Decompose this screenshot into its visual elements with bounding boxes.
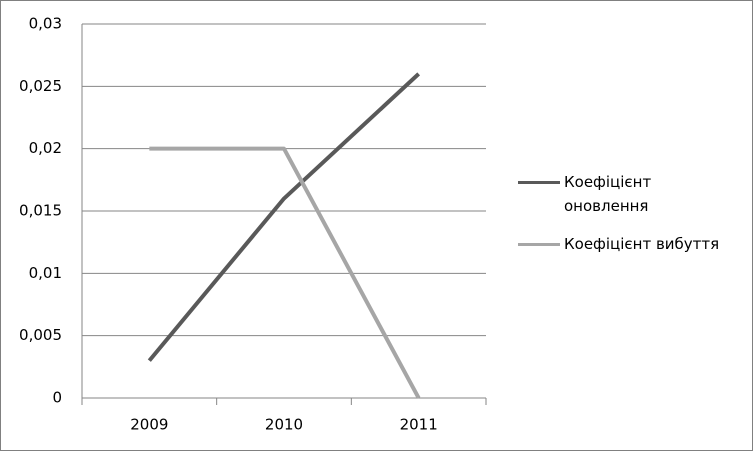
legend-item: Коефіцієнт оновлення <box>518 170 674 218</box>
legend-label: Коефіцієнт оновлення <box>564 173 652 215</box>
x-tick-label: 2011 <box>400 416 438 434</box>
legend-swatch <box>518 243 560 246</box>
y-tick-label: 0,02 <box>29 139 62 157</box>
series-line <box>149 146 421 399</box>
y-tick-label: 0 <box>52 389 62 407</box>
y-tick-label: 0,005 <box>19 326 62 344</box>
x-tick-label: 2010 <box>265 416 303 434</box>
x-tick-label: 2009 <box>130 416 168 434</box>
legend-swatch <box>518 181 560 184</box>
legend-item: Коефіцієнт вибуття <box>518 232 719 256</box>
y-tick-label: 0,025 <box>19 77 62 95</box>
series-line <box>147 72 421 362</box>
y-tick-label: 0,03 <box>29 15 62 33</box>
y-tick-label: 0,01 <box>29 264 62 282</box>
legend-label: Коефіцієнт вибуття <box>564 235 720 253</box>
y-tick-label: 0,015 <box>19 202 62 220</box>
